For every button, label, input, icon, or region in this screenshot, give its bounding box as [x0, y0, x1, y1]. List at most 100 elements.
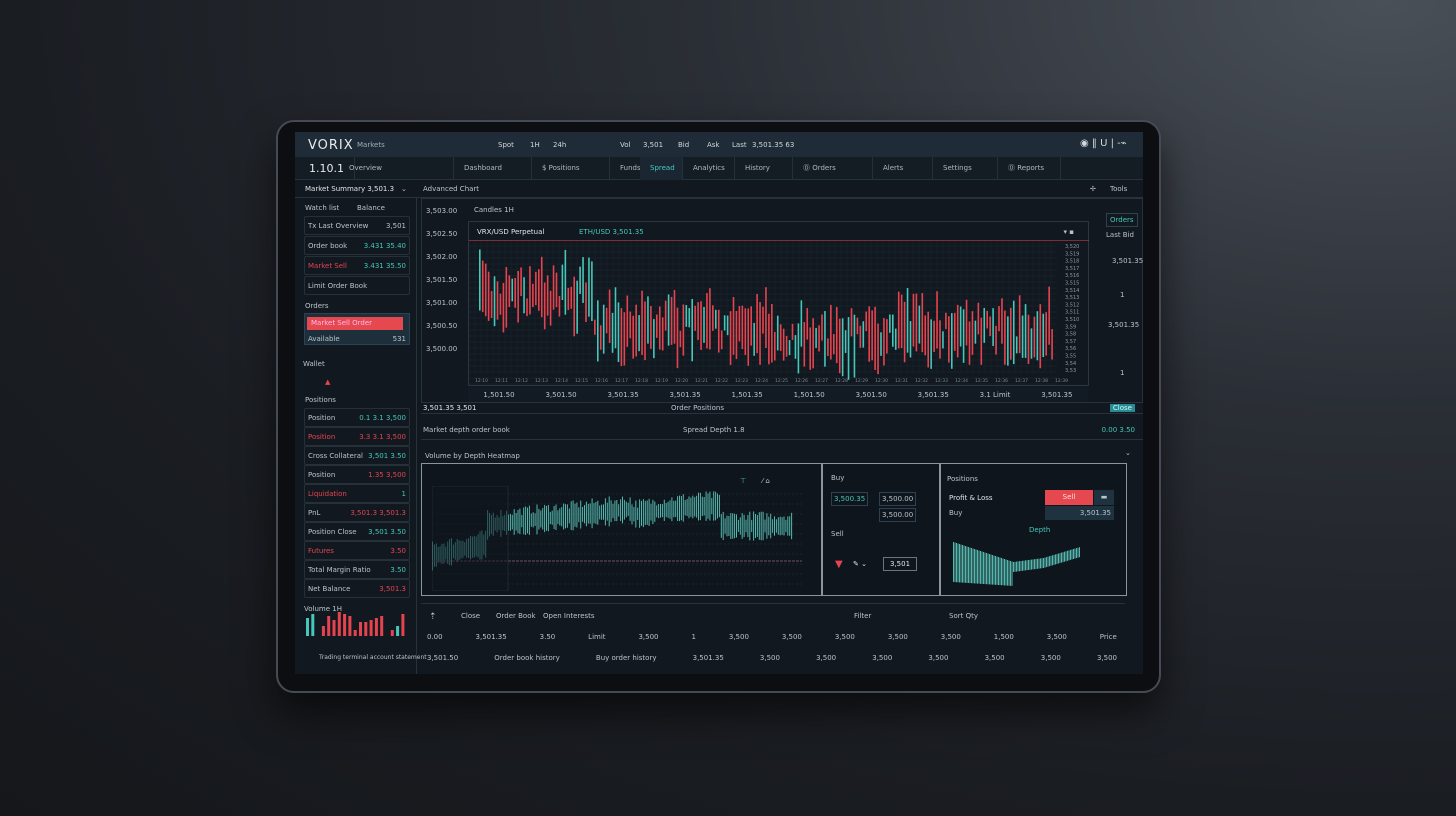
table-tab[interactable]: Open Interests [543, 612, 595, 620]
table-tab[interactable]: Close [461, 612, 481, 620]
toolbar-value[interactable]: 3,501.35 [669, 390, 701, 399]
top-item[interactable]: Bid [678, 141, 690, 149]
toolbar-value[interactable]: 3,501.50 [545, 390, 577, 399]
market-summary[interactable]: Market Summary 3,501.3 [305, 184, 395, 193]
position-row[interactable]: Position 0.1 3.1 3,500 [304, 408, 410, 427]
tab-analytics[interactable]: Analytics [683, 157, 735, 180]
settings-icon[interactable]: ▾ ▪ [1063, 228, 1074, 236]
market-sell-button[interactable]: Market Sell Order [307, 317, 403, 330]
tab-positions[interactable]: $ Positions [532, 157, 610, 180]
draw-icon[interactable]: ⁄ ⌂ [762, 477, 770, 485]
top-item[interactable]: Ask [707, 141, 720, 149]
chevron-down-icon[interactable]: ⌄ [401, 184, 407, 193]
toolbar-value[interactable]: 3,501.50 [855, 390, 887, 399]
depth-bar [616, 500, 618, 522]
tab-version[interactable]: 1.10.1 [299, 157, 355, 180]
position-row[interactable]: Futures 3.50 [304, 541, 410, 560]
sell-pill[interactable]: Sell [1045, 490, 1093, 505]
orders-button[interactable]: Orders [1106, 213, 1138, 227]
toolbar-value[interactable]: 3,501.35 [917, 390, 949, 399]
axis-tick: 3,512 [1065, 302, 1079, 308]
time-tick: 12:31 [895, 378, 908, 384]
candle [729, 311, 732, 366]
tools-link[interactable]: Tools [1110, 184, 1128, 193]
top-item[interactable]: 3,501.35 63 [752, 141, 795, 149]
position-row[interactable]: Total Margin Ratio 3.50 [304, 560, 410, 579]
chevron-down-icon[interactable]: ⌄ [1125, 449, 1131, 457]
candle [638, 315, 640, 352]
position-chart [953, 542, 1080, 586]
pin-icon[interactable]: ⇡ [429, 612, 437, 622]
table-tab[interactable]: Order Book [496, 612, 536, 620]
tab-reports[interactable]: Ⓓ Reports [998, 157, 1061, 180]
trash-icon[interactable]: ▼ [835, 559, 843, 570]
position-row[interactable]: Net Balance 3,501.3 [304, 579, 410, 598]
toolbar-value[interactable]: 1,501.50 [483, 390, 515, 399]
depth-bar [595, 501, 597, 524]
candle [679, 330, 682, 348]
buy-price-cell[interactable]: 3,500.35 [831, 492, 869, 506]
sidebar-item[interactable]: Limit Order Book [304, 276, 410, 295]
depth-bar [538, 508, 540, 530]
toolbar-value[interactable]: 1,501.50 [793, 390, 825, 399]
position-row[interactable]: Liquidation 1 [304, 484, 410, 503]
chart-pair[interactable]: VRX/USD Perpetual [477, 228, 545, 236]
candle [591, 261, 593, 322]
top-item[interactable]: 3,501 [643, 141, 664, 149]
tab-settings[interactable]: Settings [933, 157, 998, 180]
buy-qty-cell[interactable]: 3,500.00 [879, 492, 917, 506]
position-row[interactable]: Position 1.35 3,500 [304, 465, 410, 484]
candle [555, 272, 558, 308]
tab-alerts[interactable]: Alerts [873, 157, 933, 180]
toolbar-value[interactable]: 3.1 Limit [979, 390, 1011, 399]
top-item[interactable]: Last [732, 141, 747, 149]
app-subtitle: Markets [357, 141, 385, 149]
toolbar-value[interactable]: 3,501.35 [1041, 390, 1073, 399]
candle [812, 318, 814, 369]
top-item[interactable]: 24h [553, 141, 567, 149]
filter-button[interactable]: Filter [854, 612, 872, 620]
sidebar-item[interactable]: Tx Last Overview 3,501 [304, 216, 410, 235]
depth-bar [528, 505, 530, 535]
candle [874, 306, 876, 371]
sidebar-item[interactable]: Market Sell 3.431 35.50 [304, 256, 410, 275]
buy-total-cell[interactable]: 3,500.00 [879, 508, 917, 522]
depth-bar [565, 504, 566, 529]
filter-icon[interactable]: ⊤ [740, 477, 747, 485]
depth-bar [663, 499, 665, 521]
position-row[interactable]: Position 3.3 3.1 3,500 [304, 427, 410, 446]
close-button[interactable]: Close [1109, 404, 1135, 412]
sell-amount-input[interactable]: 3,501 [883, 557, 918, 571]
toolbar-value[interactable]: 1,501.35 [731, 390, 763, 399]
depth-bar [732, 513, 734, 539]
tab-dashboard[interactable]: Dashboard [454, 157, 532, 180]
top-item[interactable]: 1H [530, 141, 540, 149]
depth-chart[interactable] [432, 486, 812, 591]
position-row[interactable]: Cross Collateral 3,501 3.50 [304, 446, 410, 465]
tab-overview[interactable]: Overview [339, 157, 454, 180]
table-row[interactable]: 0.00 3,501.35 3.50 Limit 3,500 1 3,500 3,500 3,5… [427, 633, 1117, 641]
table-row[interactable]: 3,501.50 Order book history Buy order hist… [427, 654, 1117, 662]
sidebar-item[interactable]: Order book 3.431 35.40 [304, 236, 410, 255]
position-row[interactable]: Position Close 3,501 3.50 [304, 522, 410, 541]
sort-button[interactable]: Sort Qty [949, 612, 978, 620]
position-bar [1034, 559, 1035, 570]
tab-orders[interactable]: Ⓓ Orders [793, 157, 873, 180]
edit-icon[interactable]: ✎ ⌄ [853, 560, 867, 568]
candle [924, 315, 927, 356]
pin-icon[interactable]: ✢ [1090, 184, 1096, 193]
tab-history[interactable]: History [735, 157, 793, 180]
window-controls[interactable]: ◉ ‖ U | -⌁ [1080, 138, 1127, 149]
candle [558, 296, 561, 317]
menu-icon[interactable]: ▬ [1094, 490, 1114, 505]
toolbar-value[interactable]: 3,501.35 [607, 390, 639, 399]
top-item[interactable]: Spot [498, 141, 514, 149]
depth-label[interactable]: Market depth order book [423, 426, 510, 434]
price-label: 3,500.50 [426, 322, 458, 330]
top-item[interactable]: Vol [620, 141, 631, 149]
candle [818, 325, 820, 352]
position-row[interactable]: PnL 3,501.3 3,501.3 [304, 503, 410, 522]
tab-spread[interactable]: Spread [640, 157, 683, 180]
position-bar [1032, 559, 1034, 570]
